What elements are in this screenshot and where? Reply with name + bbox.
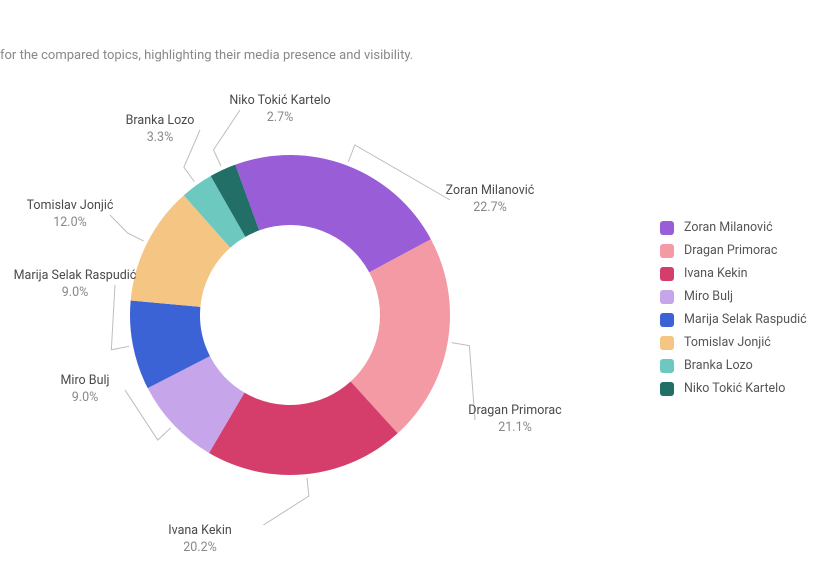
slice-label-name: Ivana Kekin — [168, 523, 232, 538]
leader-line — [111, 285, 129, 350]
legend-swatch — [660, 382, 674, 396]
slice-label-pct: 21.1% — [498, 420, 532, 435]
legend-label: Ivana Kekin — [684, 266, 748, 281]
leader-line — [184, 130, 200, 182]
legend-swatch — [660, 290, 674, 304]
legend: Zoran Milanović Dragan Primorac Ivana Keki… — [660, 220, 807, 404]
legend-swatch — [660, 313, 674, 327]
legend-label: Zoran Milanović — [684, 220, 773, 235]
legend-label: Marija Selak Raspudić — [684, 312, 807, 327]
leader-line — [452, 343, 475, 420]
donut-chart: Zoran Milanović22.7%Dragan Primorac21.1%… — [80, 105, 500, 525]
legend-item[interactable]: Niko Tokić Kartelo — [660, 381, 807, 396]
leader-line — [240, 478, 309, 525]
legend-item[interactable]: Dragan Primorac — [660, 243, 807, 258]
legend-label: Niko Tokić Kartelo — [684, 381, 785, 396]
slice-label: Ivana Kekin 20.2% — [168, 523, 232, 557]
leader-line — [110, 215, 144, 241]
legend-swatch — [660, 267, 674, 281]
legend-item[interactable]: Marija Selak Raspudić — [660, 312, 807, 327]
legend-item[interactable]: Tomislav Jonjić — [660, 335, 807, 350]
legend-label: Branka Lozo — [684, 358, 753, 373]
donut-slice[interactable] — [235, 155, 431, 272]
legend-swatch — [660, 336, 674, 350]
legend-label: Dragan Primorac — [684, 243, 777, 258]
legend-swatch — [660, 359, 674, 373]
legend-item[interactable]: Miro Bulj — [660, 289, 807, 304]
slice-label-pct: 20.2% — [183, 540, 217, 555]
chart-subtitle: for the compared topics, highlighting th… — [0, 48, 413, 63]
legend-label: Miro Bulj — [684, 289, 733, 304]
leader-line — [213, 110, 240, 166]
legend-item[interactable]: Branka Lozo — [660, 358, 807, 373]
legend-item[interactable]: Zoran Milanović — [660, 220, 807, 235]
legend-swatch — [660, 244, 674, 258]
legend-swatch — [660, 221, 674, 235]
legend-label: Tomislav Jonjić — [684, 335, 771, 350]
legend-item[interactable]: Ivana Kekin — [660, 266, 807, 281]
donut-svg — [80, 105, 500, 525]
